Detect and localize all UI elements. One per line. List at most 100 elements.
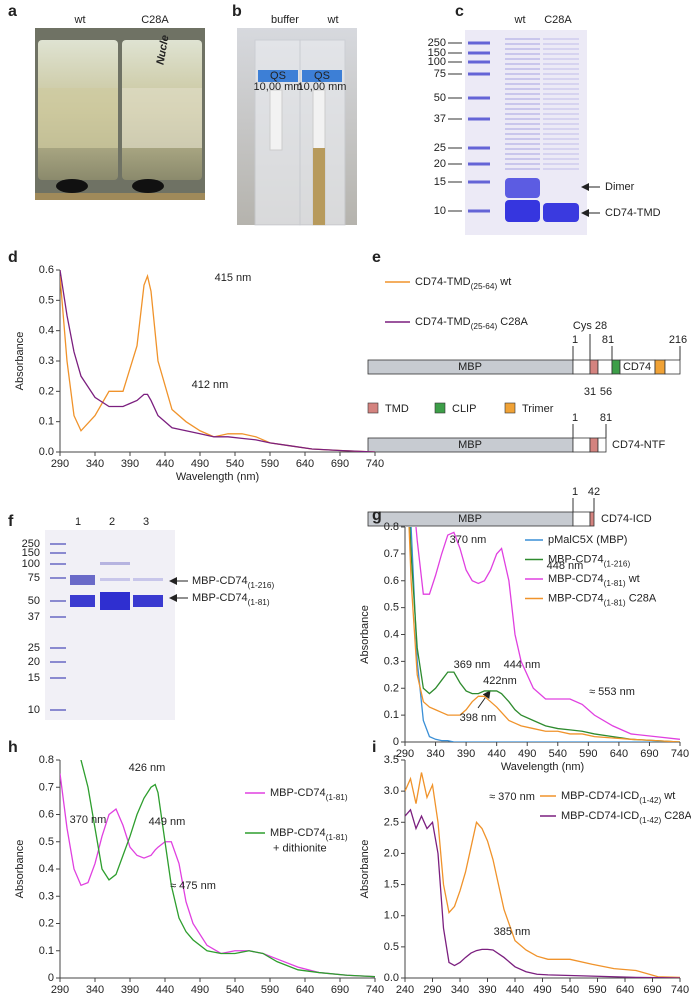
band [505,200,540,222]
annotation: 369 nm [454,659,491,671]
panel-label: f [8,513,14,530]
panel-label: g [372,507,382,524]
x-tick-label: 290 [423,984,441,996]
domain-box [664,359,681,375]
faint-band [543,138,579,140]
residue-label: 1 [572,334,578,346]
x-tick-label: 390 [457,748,475,760]
y-tick-label: 0.6 [39,808,54,820]
x-tick-label: 690 [331,458,349,470]
y-tick-label: 0.4 [384,628,399,640]
ladder-label: 100 [22,558,40,570]
ladder-label: 100 [428,56,446,68]
faint-band [543,58,579,60]
x-tick-label: 640 [616,984,634,996]
legend-label: MBP-CD74(1-81) + dithionite [270,827,348,854]
residue-label: 1 [572,412,578,424]
y-tick-label: 0.1 [39,416,54,428]
faint-band [543,93,579,95]
y-tick-label: 0.3 [39,355,54,367]
ladder-band [468,117,490,121]
ladder-band [468,41,490,45]
x-tick-label: 490 [191,984,209,996]
ladder-label: 75 [434,68,446,80]
y-axis-title: Absorbance [359,840,371,899]
faint-band [543,48,579,50]
ladder-label: 37 [434,113,446,125]
x-tick-label: 590 [261,984,279,996]
spectrum-line [405,772,680,978]
panel-label: c [455,3,464,20]
legend-label: CD74-TMD(25-64) wt [415,276,511,291]
legend-swatch [504,402,516,414]
lane-label: 1 [75,516,81,528]
faint-band [543,123,579,125]
cuvette-mark: QS [314,70,330,82]
y-tick-label: 0.2 [39,917,54,929]
faint-band [505,143,540,145]
faint-band [543,118,579,120]
domain-box [597,359,613,375]
ladder-band [468,162,490,166]
legend-label: MBP-CD74(1-81) C28A [548,592,657,607]
x-tick-label: 740 [671,984,689,996]
annotation: 415 nm [215,272,252,284]
ladder-band [50,661,66,663]
ladder-band [50,677,66,679]
annotation: 448 nm [547,560,584,572]
faint-band [543,103,579,105]
x-tick-label: 490 [191,458,209,470]
ladder-label: 25 [28,642,40,654]
faint-band [543,158,579,160]
annotation: 370 nm [450,534,487,546]
annotation: 385 nm [494,926,531,938]
y-tick-label: 2.0 [384,847,399,859]
ladder-band [468,146,490,150]
legend-label: MBP-CD74(1-81) [270,787,348,802]
x-axis-title: Wavelength (nm) [176,471,259,483]
ladder-band [50,616,66,618]
x-tick-label: 290 [396,748,414,760]
ladder-label: 10 [434,205,446,217]
faint-band [543,88,579,90]
x-tick-label: 640 [296,458,314,470]
legend-label: MBP-CD74-ICD(1-42) C28A [561,810,691,825]
x-tick-label: 290 [51,458,69,470]
faint-band [543,133,579,135]
x-tick-label: 340 [86,984,104,996]
ladder-label: 250 [22,538,40,550]
ladder-band [50,543,66,545]
y-tick-label: 0 [48,972,54,984]
x-tick-label: 440 [487,748,505,760]
faint-band [505,98,540,100]
faint-band [505,73,540,75]
faint-band [505,113,540,115]
y-tick-label: 0.3 [384,655,399,667]
x-tick-label: 340 [86,458,104,470]
legend-label: MBP-CD74(1-216) [548,553,630,568]
faint-band [505,158,540,160]
faint-band [505,168,540,170]
spectrum-line [80,760,375,978]
ladder-label: 20 [28,656,40,668]
y-tick-label: 0.5 [39,836,54,848]
domain-box [589,437,599,453]
x-tick-label: 340 [451,984,469,996]
faint-band [543,43,579,45]
legend-label: Trimer [522,403,554,415]
domain-box [572,437,591,453]
y-tick-label: 2.5 [384,816,399,828]
legend-label: TMD [385,403,409,415]
faint-band [505,58,540,60]
faint-band [543,108,579,110]
y-axis-title: Absorbance [359,605,371,664]
x-tick-label: 590 [261,458,279,470]
faint-band [505,63,540,65]
faint-band [543,53,579,55]
ladder-band [468,51,490,55]
x-tick-label: 490 [533,984,551,996]
tube-writing: Nucle [154,34,171,66]
x-tick-label: 390 [121,984,139,996]
x-tick-label: 240 [396,984,414,996]
